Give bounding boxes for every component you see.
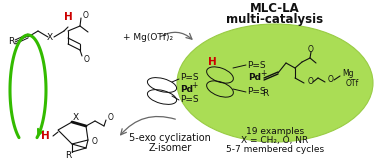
Text: MLC-LA: MLC-LA <box>250 1 300 15</box>
Text: + Mg(OTf)₂: + Mg(OTf)₂ <box>123 33 173 43</box>
Text: R: R <box>8 37 14 46</box>
Text: O: O <box>108 113 114 122</box>
Text: Z-isomer: Z-isomer <box>149 143 192 153</box>
Text: O: O <box>308 78 314 86</box>
Text: X: X <box>47 33 53 42</box>
Text: H: H <box>64 12 72 22</box>
Text: 19 examples: 19 examples <box>246 128 304 137</box>
Text: X = CH₂, O, NR: X = CH₂, O, NR <box>242 137 308 146</box>
Text: Pd: Pd <box>248 73 261 82</box>
Text: R: R <box>65 152 71 158</box>
Ellipse shape <box>177 24 373 142</box>
Text: multi-catalysis: multi-catalysis <box>226 13 324 27</box>
Text: +: + <box>191 80 197 89</box>
Text: H: H <box>41 131 50 141</box>
Text: P=S: P=S <box>247 61 266 70</box>
Text: O: O <box>308 45 314 54</box>
Text: R: R <box>262 89 268 98</box>
Text: Mg: Mg <box>342 70 353 79</box>
Text: O: O <box>84 55 90 64</box>
Text: O: O <box>328 76 334 85</box>
Text: X: X <box>73 113 79 122</box>
Text: P=S: P=S <box>247 88 266 97</box>
Text: 5-7 membered cycles: 5-7 membered cycles <box>226 146 324 155</box>
Text: O: O <box>83 10 89 19</box>
Text: O: O <box>92 137 98 146</box>
Text: OTf: OTf <box>346 79 359 88</box>
Text: P=S: P=S <box>180 73 198 82</box>
Text: H: H <box>208 57 216 67</box>
Text: P=S: P=S <box>180 95 198 104</box>
Text: Pd: Pd <box>180 85 193 94</box>
Text: +: + <box>260 69 266 78</box>
Text: 5-exo cyclization: 5-exo cyclization <box>129 133 211 143</box>
